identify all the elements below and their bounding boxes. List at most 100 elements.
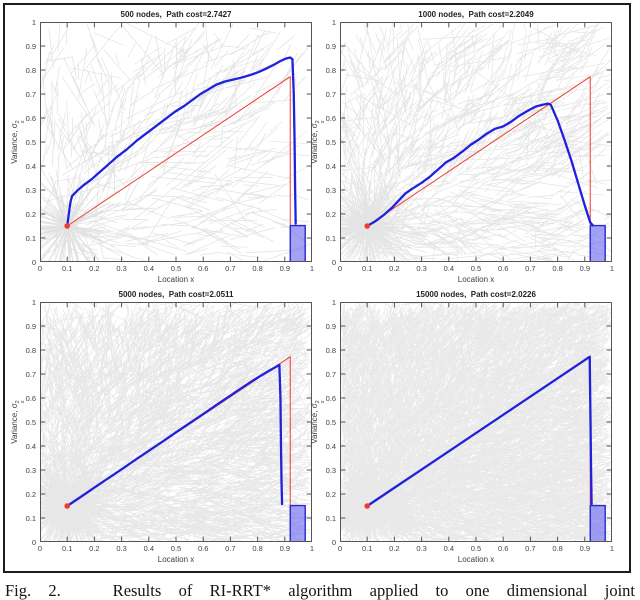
y-tick-label: 0.9 [25, 322, 36, 331]
x-tick-label: 0.2 [89, 544, 100, 553]
x-tick-label: 0.2 [89, 264, 100, 273]
y-tick-label: 0 [331, 538, 336, 547]
x-tick-label: 0.6 [197, 264, 209, 273]
x-tick-label: 0.4 [143, 544, 155, 553]
y-tick-label: 0.9 [325, 322, 336, 331]
y-tick-label: 0.2 [325, 490, 336, 499]
x-tick-label: 0.4 [443, 264, 455, 273]
y-tick-label: 1 [331, 298, 336, 307]
y-tick-label: 0.3 [25, 466, 36, 475]
y-tick-label: 0.6 [325, 394, 336, 403]
subplot-15000-nodes: 15000 nodes, Path cost=2.0226 Variance, … [310, 284, 614, 564]
subplot-title: 1000 nodes, Path cost=2.2049 [418, 10, 534, 19]
y-tick-label: 0.1 [25, 234, 36, 243]
x-tick-label: 1 [609, 264, 615, 273]
y-tick-label: 0.5 [25, 418, 36, 427]
x-tick-label: 0.3 [116, 264, 127, 273]
x-tick-label: 0.5 [470, 264, 482, 273]
x-tick-label: 1 [309, 264, 315, 273]
x-tick-label: 0.1 [361, 544, 373, 553]
x-tick-label: 0 [337, 544, 343, 553]
y-tick-label: 0.8 [25, 346, 36, 355]
y-tick-label: 0 [31, 258, 36, 267]
y-tick-label: 0.9 [325, 42, 336, 51]
x-tick-label: 0.7 [525, 264, 536, 273]
subplot-title: 500 nodes, Path cost=2.7427 [120, 10, 232, 19]
x-axis-label: Location x [457, 555, 495, 564]
y-tick-label: 0.2 [25, 210, 36, 219]
x-tick-label: 0.8 [552, 264, 563, 273]
x-tick-label: 0.9 [279, 264, 291, 273]
x-tick-label: 0.9 [579, 264, 591, 273]
y-tick-label: 0.7 [25, 370, 36, 379]
subplot-title: 5000 nodes, Path cost=2.0511 [118, 290, 234, 299]
y-tick-label: 0.4 [325, 162, 336, 171]
x-tick-label: 0.4 [443, 544, 455, 553]
y-tick-label: 0.5 [325, 418, 336, 427]
x-tick-label: 1 [609, 544, 615, 553]
figure-caption: Fig. 2. Results of RI-RRT* algorithm app… [5, 581, 635, 600]
plot-canvas [340, 22, 612, 262]
x-tick-label: 0 [37, 544, 43, 553]
plot-canvas [40, 302, 312, 542]
subplot-1000-nodes: 1000 nodes, Path cost=2.2049 Variance, σ… [310, 4, 614, 284]
x-tick-label: 0.3 [416, 544, 427, 553]
y-tick-label: 0.7 [25, 90, 36, 99]
x-tick-label: 0.8 [552, 544, 563, 553]
plot-canvas [40, 22, 312, 262]
x-tick-label: 0.5 [170, 264, 182, 273]
x-tick-label: 0.9 [579, 544, 591, 553]
y-tick-label: 0.9 [25, 42, 36, 51]
subplot-title: 15000 nodes, Path cost=2.0226 [416, 290, 536, 299]
x-tick-label: 0.2 [389, 264, 400, 273]
subplot-5000-nodes: 5000 nodes, Path cost=2.0511 Variance, σ… [10, 284, 314, 564]
x-tick-label: 0.1 [361, 264, 373, 273]
y-tick-label: 0.5 [325, 138, 336, 147]
x-tick-label: 0.6 [197, 544, 209, 553]
plot-canvas [340, 302, 612, 542]
y-tick-label: 0.6 [25, 394, 36, 403]
y-tick-label: 1 [331, 18, 336, 27]
y-tick-label: 0.4 [25, 442, 36, 451]
y-tick-label: 0.7 [325, 90, 336, 99]
y-tick-label: 0.6 [325, 114, 336, 123]
y-tick-label: 0 [31, 538, 36, 547]
y-tick-label: 0.8 [325, 66, 336, 75]
x-tick-label: 0.8 [252, 264, 263, 273]
x-tick-label: 0.4 [143, 264, 155, 273]
x-axis-label: Location x [457, 275, 495, 284]
y-tick-label: 0.2 [25, 490, 36, 499]
x-axis-label: Location x [157, 555, 195, 564]
x-tick-label: 0.7 [225, 544, 236, 553]
x-tick-label: 0.3 [416, 264, 427, 273]
x-tick-label: 0.5 [470, 544, 482, 553]
x-tick-label: 0.6 [497, 264, 509, 273]
y-tick-label: 0.4 [25, 162, 36, 171]
x-tick-label: 0.8 [252, 544, 263, 553]
x-tick-label: 0.7 [525, 544, 536, 553]
x-tick-label: 0.1 [61, 544, 73, 553]
y-tick-label: 0 [331, 258, 336, 267]
y-tick-label: 1 [31, 298, 36, 307]
x-tick-label: 0.3 [116, 544, 127, 553]
y-tick-label: 0.3 [25, 186, 36, 195]
x-tick-label: 0 [37, 264, 43, 273]
y-tick-label: 0.1 [325, 234, 336, 243]
x-tick-label: 0.1 [61, 264, 73, 273]
y-tick-label: 0.1 [325, 514, 336, 523]
x-tick-label: 1 [309, 544, 315, 553]
y-tick-label: 0.4 [325, 442, 336, 451]
y-tick-label: 0.5 [25, 138, 36, 147]
y-tick-label: 0.8 [325, 346, 336, 355]
y-tick-label: 0.8 [25, 66, 36, 75]
y-tick-label: 0.3 [325, 186, 336, 195]
y-tick-label: 0.7 [325, 370, 336, 379]
x-tick-label: 0.5 [170, 544, 182, 553]
y-tick-label: 0.3 [325, 466, 336, 475]
y-tick-label: 0.6 [25, 114, 36, 123]
x-tick-label: 0.6 [497, 544, 509, 553]
x-tick-label: 0 [337, 264, 343, 273]
x-axis-label: Location x [157, 275, 195, 284]
